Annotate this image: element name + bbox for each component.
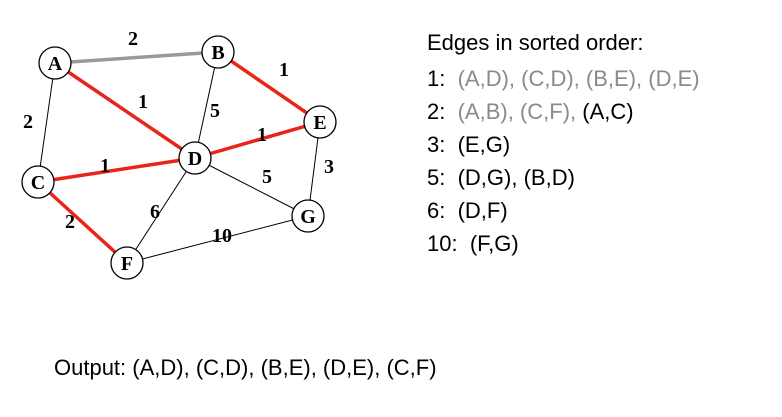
row-weight-key: 1: [427, 66, 446, 91]
row-edges-gray: (A,D), (C,D), (B,E), (D,E) [457, 66, 700, 91]
node-circle-g [291, 199, 325, 233]
edge-weight-c-f: 2 [65, 211, 75, 233]
row-weight-key: 5: [427, 165, 446, 190]
edge-a-c [37, 62, 56, 183]
node-g: G [291, 199, 325, 233]
edge-d-g [194, 157, 309, 217]
sorted-edges-list: 1: (A,D), (C,D), (B,E), (D,E) 2: (A,B), (… [427, 62, 700, 260]
edge-c-d [37, 156, 196, 184]
edge-d-f [126, 157, 196, 264]
edge-weight-a-d: 1 [138, 91, 148, 113]
node-label-f: F [121, 253, 133, 275]
node-label-e: E [313, 112, 326, 134]
node-b: B [201, 35, 235, 69]
node-label-c: C [31, 172, 45, 194]
edge-f-g [126, 215, 309, 264]
node-d: D [178, 141, 212, 175]
node-label-d: D [188, 148, 202, 170]
row-weight-key: 10: [427, 231, 458, 256]
sorted-edges-row: 5: (D,G), (B,D) [427, 161, 700, 194]
node-circle-a [38, 46, 72, 80]
node-layer: A B C D E F G [21, 35, 337, 280]
node-circle-e [303, 105, 337, 139]
node-circle-d [178, 141, 212, 175]
edge-weight-b-d: 5 [210, 100, 220, 122]
node-label-g: G [300, 206, 316, 228]
row-edges-black: (A,C) [582, 99, 634, 124]
node-label-a: A [48, 53, 63, 75]
edge-weight-e-g: 3 [324, 156, 334, 178]
weight-label-layer: 2 1 2 1 5 1 1 3 5 2 6 10 [23, 28, 334, 247]
row-edges-gray: (A,B), (C,F), [457, 99, 583, 124]
row-edges-black: (D,G), (B,D) [457, 165, 575, 190]
node-a: A [38, 46, 72, 80]
edge-c-f [36, 180, 129, 265]
row-edges-black: (E,G) [457, 132, 511, 157]
node-f: F [110, 246, 144, 280]
edge-weight-c-d: 1 [100, 155, 110, 177]
edge-weight-d-g: 5 [262, 166, 272, 188]
sorted-edges-row: 10: (F,G) [427, 227, 700, 260]
edge-weight-d-f: 6 [150, 201, 160, 223]
edge-weight-a-b: 2 [128, 28, 138, 50]
row-weight-key: 2: [427, 99, 446, 124]
edge-weight-b-e: 1 [279, 59, 289, 81]
edge-weight-d-e: 1 [257, 124, 267, 146]
node-circle-c [21, 165, 55, 199]
row-edges-black: (F,G) [469, 231, 519, 256]
sorted-edges-title: Edges in sorted order: [427, 30, 644, 55]
sorted-edges-row: 3: (E,G) [427, 128, 700, 161]
edge-b-e [217, 50, 321, 124]
row-weight-key: 6: [427, 198, 446, 223]
edge-layer [36, 50, 321, 265]
edge-weight-f-g: 10 [212, 225, 232, 247]
node-e: E [303, 105, 337, 139]
edge-d-e [194, 120, 321, 160]
node-label-b: B [211, 42, 224, 64]
node-circle-b [201, 35, 235, 69]
node-c: C [21, 165, 55, 199]
node-circle-f [110, 246, 144, 280]
sorted-edges-row: 2: (A,B), (C,F), (A,C) [427, 95, 700, 128]
graph-diagram: 2 1 2 1 5 1 1 3 5 2 6 10 A B C D E F G [21, 28, 337, 280]
row-weight-key: 3: [427, 132, 446, 157]
sorted-edges-row: 6: (D,F) [427, 194, 700, 227]
edge-a-d [54, 61, 196, 160]
sorted-edges-panel: Edges in sorted order: 1: (A,D), (C,D), … [427, 30, 700, 260]
edge-a-b [54, 50, 219, 65]
edge-b-d [194, 51, 219, 159]
output-text: Output: (A,D), (C,D), (B,E), (D,E), (C,F… [54, 355, 437, 380]
edge-weight-a-c: 2 [23, 111, 33, 133]
sorted-edges-row: 1: (A,D), (C,D), (B,E), (D,E) [427, 62, 700, 95]
row-edges-black: (D,F) [457, 198, 508, 223]
